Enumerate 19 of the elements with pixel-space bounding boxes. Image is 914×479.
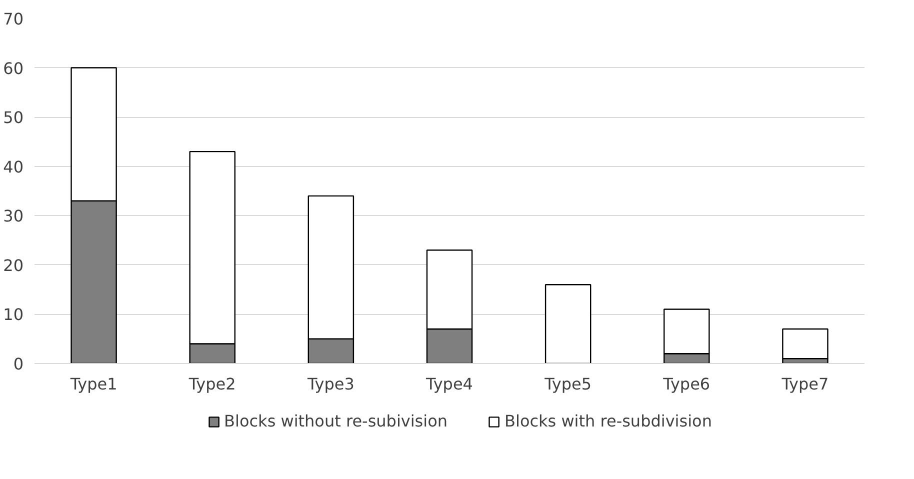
- x-tick-label: Type7: [780, 374, 829, 394]
- y-tick-label: 70: [3, 10, 24, 28]
- y-tick-label: 60: [3, 58, 24, 78]
- legend-label: Blocks with re-subdivision: [504, 412, 712, 430]
- x-tick-label: Type3: [306, 374, 354, 394]
- x-tick-label: Type2: [188, 374, 236, 394]
- x-tick-label: Type5: [544, 374, 592, 394]
- y-tick-label: 0: [13, 354, 24, 374]
- y-tick-label: 10: [3, 305, 24, 324]
- x-tick-label: Type1: [69, 374, 118, 394]
- legend-label: Blocks without re-subivision: [224, 412, 448, 430]
- x-tick-label: Type6: [662, 374, 710, 394]
- y-tick-label: 40: [3, 157, 24, 176]
- x-tick-label: Type4: [425, 374, 473, 394]
- bar: [782, 328, 828, 360]
- y-tick-label: 30: [3, 206, 24, 226]
- bar: [544, 284, 592, 364]
- y-tick-label: 50: [3, 108, 24, 128]
- y-tick-label: 20: [3, 256, 24, 275]
